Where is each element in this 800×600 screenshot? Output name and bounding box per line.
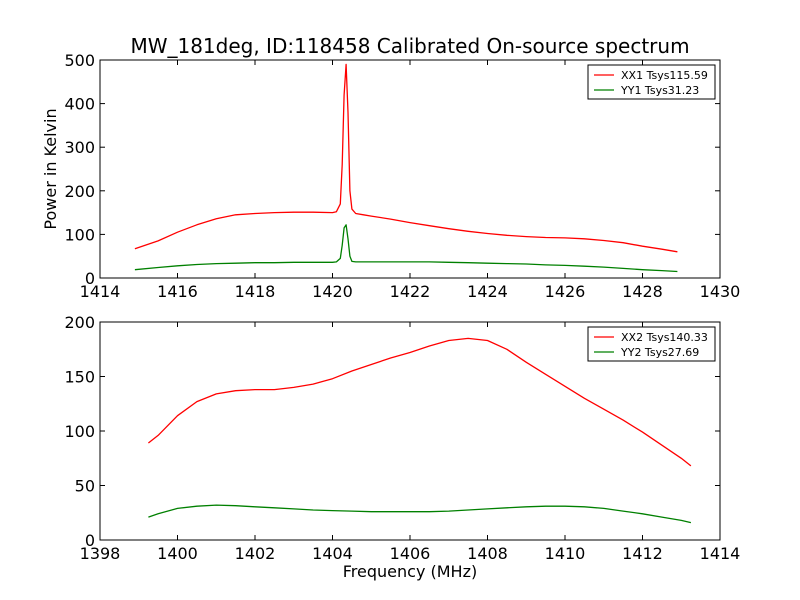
chart-title: MW_181deg, ID:118458 Calibrated On-sourc… <box>130 34 689 58</box>
legend-1: XX1 Tsys115.59 YY1 Tsys31.23 <box>587 64 716 100</box>
y-tick-label: 100 <box>64 422 95 441</box>
y-tick-label: 0 <box>85 269 95 288</box>
x-tick-label: 1406 <box>390 544 431 563</box>
y-tick-label: 0 <box>85 531 95 550</box>
x-tick-label: 1414 <box>80 282 121 301</box>
y-tick-label: 200 <box>64 182 95 201</box>
y-tick-label: 200 <box>64 313 95 332</box>
x-tick-label: 1404 <box>312 544 353 563</box>
x-tick-label: 1402 <box>235 544 276 563</box>
y-tick-label: 100 <box>64 225 95 244</box>
plot-panels: 1414 1416 1418 1420 1422 1424 1426 1428 1430 0 100… <box>41 51 740 581</box>
y-tick-label: 300 <box>64 138 95 157</box>
y-axis-label: Power in Kelvin <box>41 108 60 229</box>
x-tick-label: 1416 <box>157 282 198 301</box>
x-tick-label: 1412 <box>622 544 663 563</box>
panel-1: 1414 1416 1418 1420 1422 1424 1426 1428 1430 0 100… <box>41 51 740 301</box>
legend-box <box>587 326 716 362</box>
x-axis-label: Frequency (MHz) <box>343 562 477 581</box>
legend-2: XX2 Tsys140.33 YY2 Tsys27.69 <box>587 326 716 362</box>
legend-label: XX1 Tsys115.59 <box>621 69 708 82</box>
y-tick-label: 50 <box>75 477 95 496</box>
legend-label: YY2 Tsys27.69 <box>620 346 699 359</box>
series-line-1-1 <box>134 63 678 253</box>
x-tick-label: 1400 <box>157 544 198 563</box>
x-tick-label: 1430 <box>700 282 741 301</box>
x-tick-label: 1426 <box>545 282 586 301</box>
x-tick-label: 1410 <box>545 544 586 563</box>
legend-label: XX2 Tsys140.33 <box>621 331 708 344</box>
series-line-2-2 <box>148 504 692 524</box>
y-tick-label: 150 <box>64 368 95 387</box>
x-tick-label: 1408 <box>467 544 508 563</box>
y-tick-label: 500 <box>64 51 95 70</box>
legend-box <box>587 64 716 100</box>
y-tick-label: 400 <box>64 95 95 114</box>
x-tick-label: 1424 <box>467 282 508 301</box>
x-tick-label: 1428 <box>622 282 663 301</box>
series-line-1-2 <box>134 224 678 273</box>
x-tick-label: 1420 <box>312 282 353 301</box>
series-line-2-1 <box>147 337 692 467</box>
x-tick-label: 1414 <box>700 544 741 563</box>
panel-2: 1398 1400 1402 1404 1406 1408 1410 1412 1414 0 50 1… <box>64 313 740 581</box>
legend-label: YY1 Tsys31.23 <box>620 84 699 97</box>
x-tick-label: 1418 <box>235 282 276 301</box>
x-tick-label: 1422 <box>390 282 431 301</box>
x-tick-label: 1398 <box>80 544 121 563</box>
